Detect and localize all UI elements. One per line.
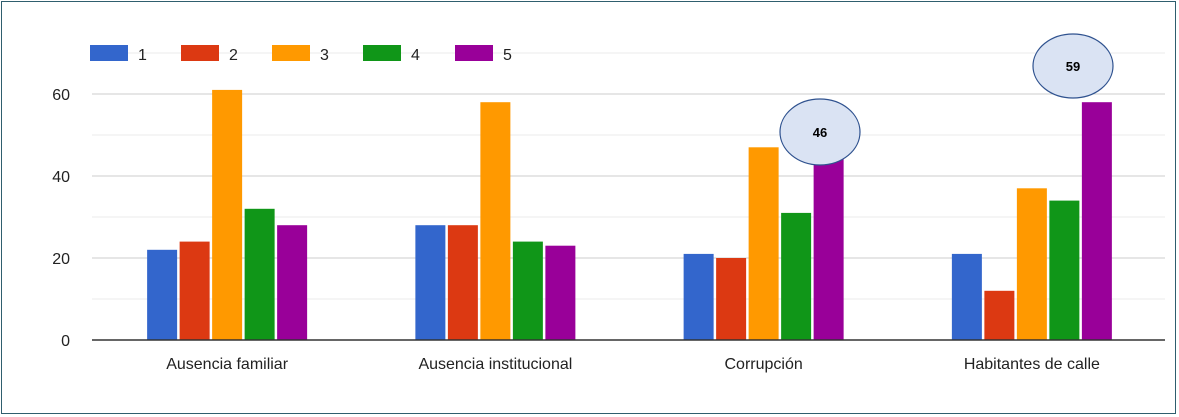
legend: 1 2 3 4 5 (90, 45, 512, 64)
y-axis-ticks: 0 20 40 60 (52, 87, 70, 350)
y-tick-label: 20 (52, 251, 70, 268)
callout-ellipse (779, 98, 861, 166)
bar-1-0 (147, 249, 178, 340)
legend-label-1: 1 (138, 47, 147, 64)
callout-ellipse (1032, 33, 1114, 99)
bar-2-2 (716, 258, 747, 340)
bar-4-1 (512, 241, 543, 340)
legend-swatch-1 (90, 45, 128, 61)
bar-3-0 (212, 89, 243, 341)
legend-label-4: 4 (411, 47, 420, 64)
bar-3-2 (748, 147, 779, 340)
callout-label: 59 (1066, 59, 1080, 74)
legend-label-5: 5 (503, 47, 512, 64)
category-label: Ausencia familiar (166, 356, 289, 373)
bar-4-2 (781, 212, 812, 340)
legend-swatch-4 (363, 45, 401, 61)
callout-label: 46 (813, 125, 827, 140)
category-label: Habitantes de calle (964, 356, 1100, 373)
bar-3-1 (480, 102, 511, 340)
bar-5-1 (545, 245, 576, 340)
bar-2-3 (984, 290, 1015, 340)
category-labels: Ausencia familiar Ausencia institucional C… (166, 356, 1100, 373)
legend-label-2: 2 (229, 47, 238, 64)
bar-1-2 (683, 253, 714, 340)
bars (147, 89, 1112, 341)
legend-swatch-3 (272, 45, 310, 61)
y-tick-label: 60 (52, 87, 70, 104)
category-label: Corrupción (724, 356, 802, 373)
category-label: Ausencia institucional (418, 356, 572, 373)
bar-5-2 (813, 155, 844, 340)
bar-2-1 (447, 225, 478, 340)
bar-5-0 (277, 225, 308, 340)
bar-5-3 (1081, 102, 1112, 340)
y-tick-label: 0 (61, 333, 70, 350)
legend-swatch-5 (455, 45, 493, 61)
bar-2-0 (179, 241, 210, 340)
y-tick-label: 40 (52, 169, 70, 186)
bar-1-3 (951, 253, 982, 340)
bar-1-1 (415, 225, 446, 340)
callouts: 46 59 (779, 33, 1114, 166)
legend-swatch-2 (181, 45, 219, 61)
bar-3-3 (1016, 188, 1047, 340)
bar-4-0 (244, 208, 275, 340)
bar-4-3 (1049, 200, 1080, 340)
legend-label-3: 3 (320, 47, 329, 64)
